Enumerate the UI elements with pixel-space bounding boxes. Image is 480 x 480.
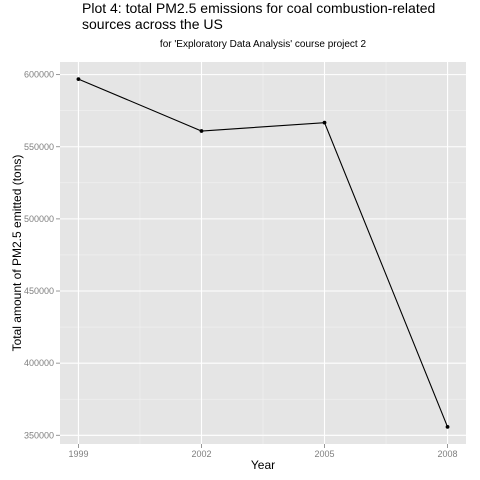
y-tick-label: 450000	[24, 286, 54, 296]
y-axis-title: Total amount of PM2.5 emitted (tons)	[10, 155, 24, 352]
x-tick-label: 1999	[68, 449, 88, 459]
data-point	[445, 425, 450, 429]
major-gridlines	[60, 62, 466, 444]
data-series	[76, 77, 450, 429]
chart-subtitle: for 'Exploratory Data Analysis' course p…	[160, 39, 367, 50]
y-tick-label: 350000	[24, 430, 54, 440]
y-tick-label: 550000	[24, 142, 54, 152]
x-axis-ticks: 1999 2002 2005 2008	[68, 444, 458, 459]
x-tick-label: 2008	[438, 449, 458, 459]
y-axis-ticks: 350000 400000 450000 500000 550000 600000	[24, 70, 60, 440]
data-point	[322, 120, 327, 125]
x-tick-label: 2002	[191, 449, 211, 459]
y-tick-label: 400000	[24, 358, 54, 368]
y-tick-label: 500000	[24, 214, 54, 224]
data-point	[76, 77, 81, 81]
chart-title-line-2: sources across the US	[82, 16, 223, 32]
data-point	[199, 129, 204, 133]
x-axis-title: Year	[251, 458, 275, 472]
chart-title-line-1: Plot 4: total PM2.5 emissions for coal c…	[82, 0, 435, 16]
minor-gridlines	[60, 62, 466, 444]
y-tick-label: 600000	[24, 70, 54, 80]
x-tick-label: 2005	[314, 449, 334, 459]
series-line	[78, 78, 449, 428]
